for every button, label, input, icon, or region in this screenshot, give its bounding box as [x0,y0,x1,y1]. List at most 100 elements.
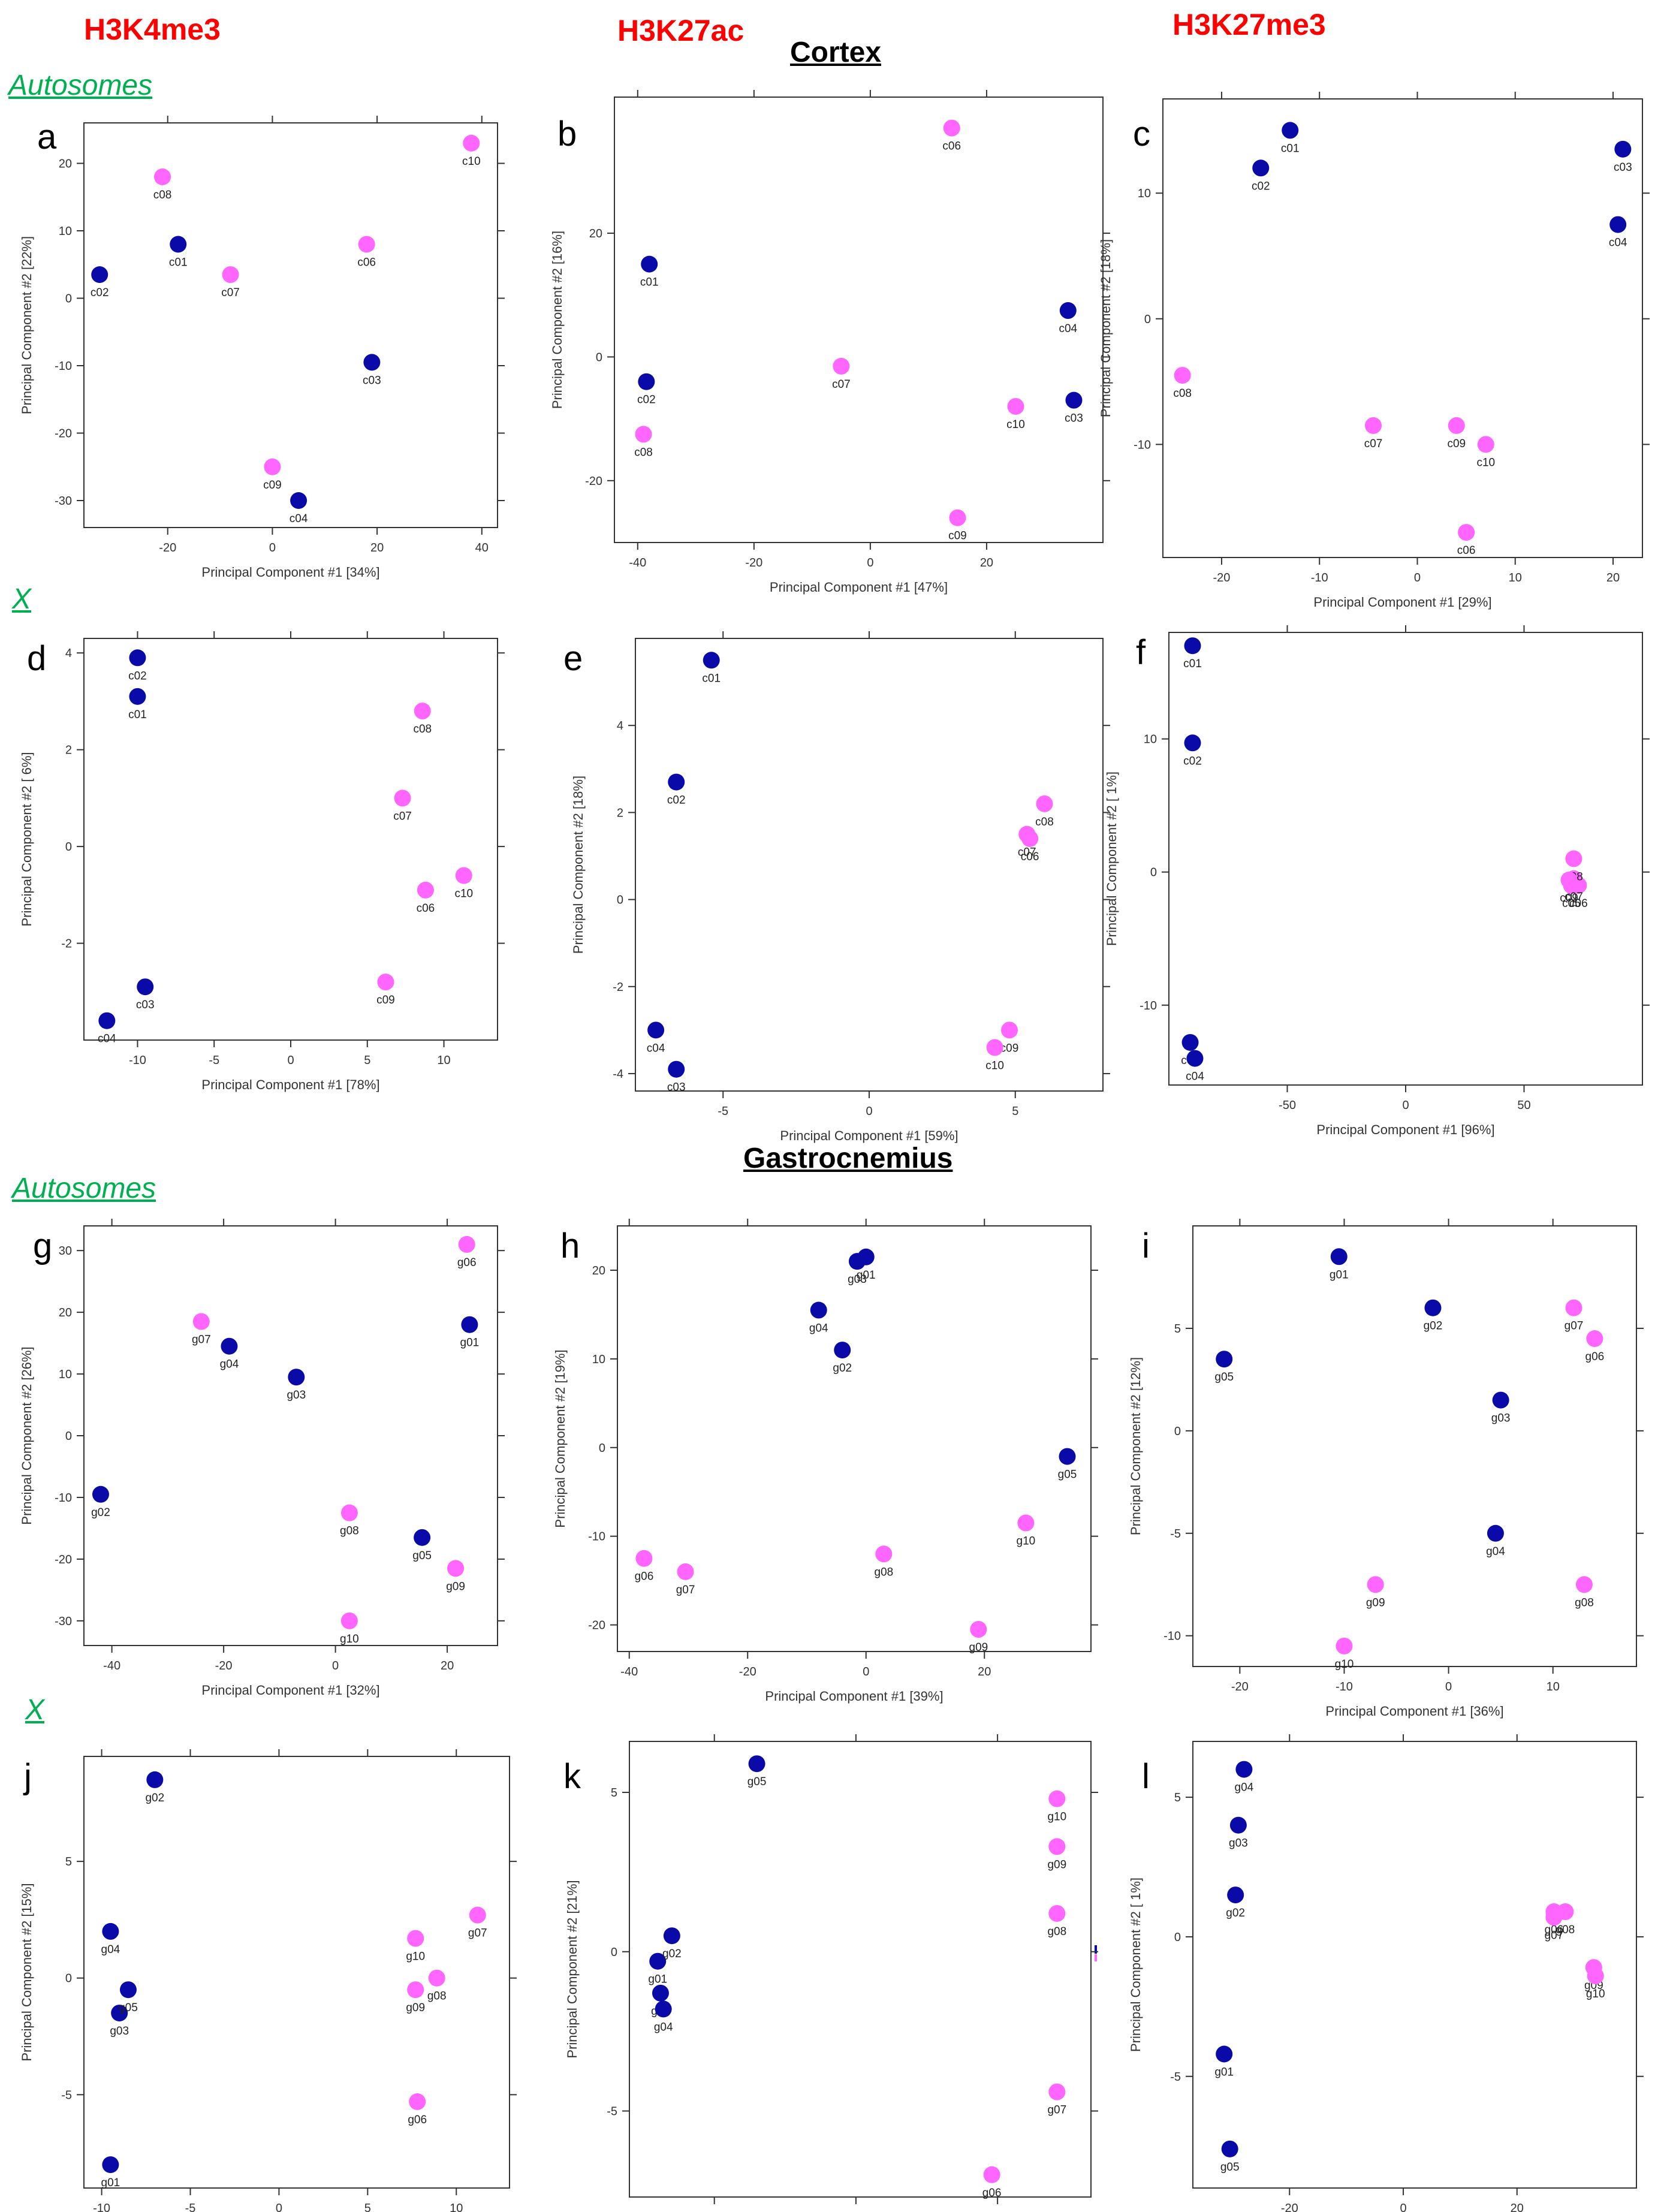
y-tick-label: -30 [55,1615,72,1628]
data-point-g06 [983,2166,1000,2183]
data-point-g09 [407,1981,424,1999]
y-axis-label: Principal Component #2 [ 1%] [1104,772,1119,946]
data-point-c02 [668,773,685,791]
point-label-g01: g01 [1330,1268,1349,1281]
point-label-g04: g04 [654,2021,673,2033]
point-label-g07: g07 [468,1927,487,1940]
point-label-c01: c01 [128,709,147,721]
point-label-g05: g05 [1058,1469,1077,1481]
data-point-c07 [222,266,239,284]
plot-frame [617,1225,1092,1652]
point-label-c03: c03 [136,999,155,1011]
point-label-g03: g03 [1229,1837,1248,1850]
x-tick-label: 20 [370,541,384,554]
point-label-c10: c10 [454,888,473,900]
data-point-g09 [1367,1576,1384,1593]
data-point-c10 [1477,436,1494,453]
x-tick-label: -40 [629,556,646,569]
point-label-c07: c07 [1565,891,1583,903]
data-point-c06 [1458,524,1475,541]
legend-male-swatch [1095,1945,1097,1954]
y-axis-label: Principal Component #2 [26%] [19,1346,34,1524]
point-label-c04: c04 [1609,237,1627,249]
x-tick-label: 20 [1606,571,1620,584]
column-header-h3k27me3: H3K27me3 [1172,8,1326,41]
data-point-g10 [1336,1637,1353,1655]
data-point-g10 [407,1930,424,1947]
data-point-c01 [1282,122,1299,139]
point-label-g08: g08 [1575,1596,1594,1609]
data-point-g07 [1565,1299,1582,1316]
y-tick-label: -5 [607,2105,617,2118]
column-header-h3k4me3: H3K4me3 [84,13,221,46]
data-point-c04 [1609,216,1627,233]
point-label-c01: c01 [702,672,721,685]
x-tick-label: -20 [159,541,176,554]
point-label-c08: c08 [1173,387,1192,400]
x-tick-label: 5 [364,1054,370,1067]
data-point-c07 [1018,825,1036,843]
point-label-c10: c10 [1006,418,1025,431]
y-tick-label: -10 [55,1491,72,1505]
data-point-g02 [1424,1299,1442,1316]
data-point-c02 [129,649,146,667]
y-tick-label: 0 [596,351,602,364]
data-point-c06 [943,119,960,137]
point-label-c02: c02 [1183,755,1202,767]
point-label-g07: g07 [1565,1320,1584,1333]
point-label-c09: c09 [376,994,395,1006]
point-label-g06: g06 [982,2187,1002,2199]
point-label-g09: g09 [969,1641,988,1654]
point-label-g10: g10 [406,1951,425,1963]
plot-frame [614,97,1104,543]
data-point-c06 [358,236,375,253]
subset-label-autosomes-gastro: Autosomes [12,1173,156,1204]
y-tick-label: -20 [55,1553,72,1566]
y-tick-label: -30 [55,495,72,508]
point-label-g10: g10 [1047,1811,1066,1824]
x-tick-label: -10 [1336,1680,1353,1693]
point-label-g04: g04 [809,1322,828,1335]
x-tick-label: 0 [276,2202,282,2212]
x-tick-label: 20 [978,1665,991,1678]
point-label-c04: c04 [647,1042,665,1054]
x-tick-label: 5 [1012,1105,1018,1118]
panel-letter-a: a [37,117,57,156]
y-tick-label: 10 [59,1368,72,1381]
y-tick-label: 2 [617,806,623,819]
data-point-c02 [1252,159,1270,177]
data-point-c01 [1184,637,1201,655]
point-label-g02: g02 [91,1506,110,1519]
point-label-c04: c04 [98,1033,116,1045]
data-point-c09 [1560,872,1578,889]
data-point-g04 [221,1337,238,1355]
x-tick-label: -5 [709,2211,720,2212]
point-label-c02: c02 [667,794,686,807]
y-tick-label: 0 [65,840,72,854]
x-tick-label: 20 [441,1659,454,1672]
data-point-g08 [1557,1903,1574,1921]
panel-letter-j: j [24,1757,32,1796]
y-tick-label: 0 [1144,313,1151,326]
point-label-c09: c09 [263,479,282,492]
subset-label-x-cortex: X [12,583,32,615]
x-axis-label: Principal Component #1 [29%] [1313,595,1491,610]
data-point-g09 [970,1621,987,1638]
point-label-g02: g02 [833,1362,852,1375]
x-tick-label: -10 [93,2202,110,2212]
y-axis-label: Principal Component #2 [12%] [1128,1357,1143,1535]
y-axis-label: Principal Component #2 [21%] [565,1880,580,2058]
x-tick-label: 10 [1509,571,1522,584]
point-label-c04: c04 [290,513,308,525]
point-label-c09: c09 [1000,1042,1019,1054]
point-label-c07: c07 [1364,438,1383,450]
point-label-g09: g09 [1366,1596,1385,1609]
point-label-g01: g01 [648,1973,667,1986]
point-label-g08: g08 [340,1525,359,1538]
y-tick-label: -10 [588,1530,605,1544]
point-label-g01: g01 [1214,2066,1234,2079]
data-point-g10 [1017,1514,1035,1532]
